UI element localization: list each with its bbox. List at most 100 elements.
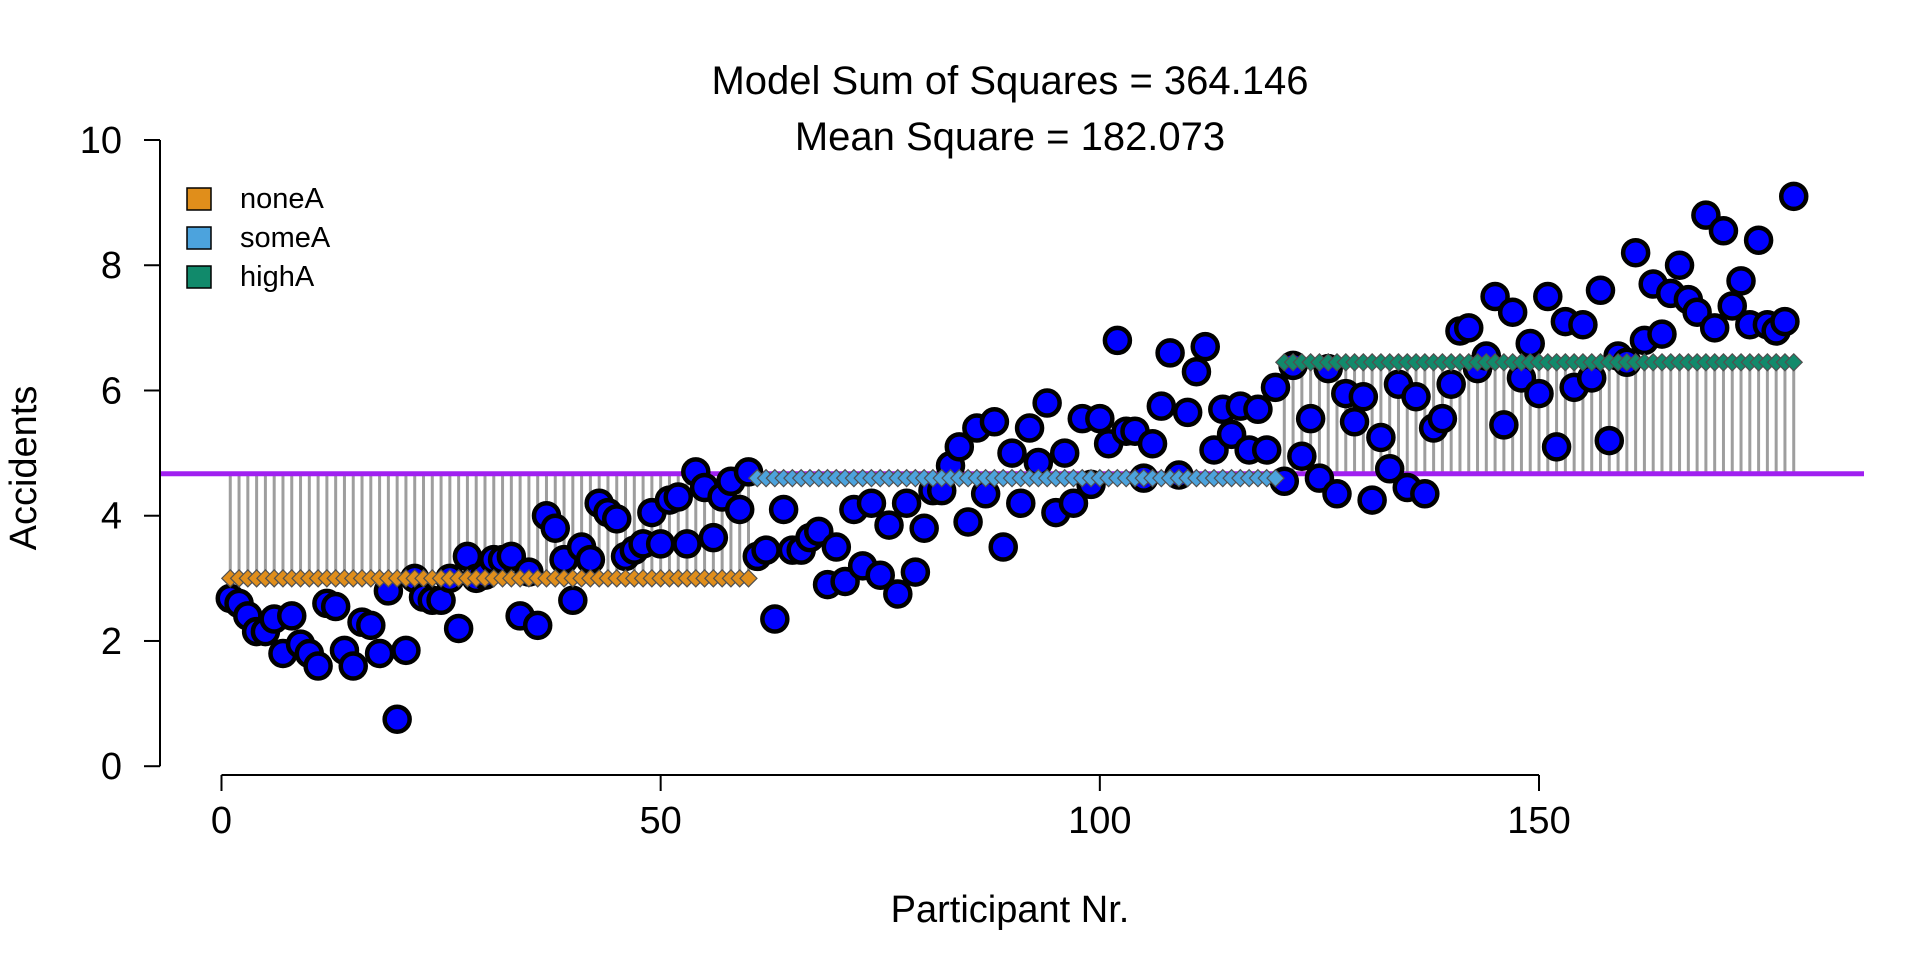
data-point — [364, 638, 395, 669]
data-point — [1243, 394, 1273, 425]
data-point — [1585, 275, 1616, 306]
data-point — [1541, 432, 1572, 462]
data-point — [1190, 331, 1220, 362]
data-point — [760, 604, 790, 634]
data-point — [382, 704, 412, 734]
data-point — [443, 613, 474, 644]
data-point — [1322, 479, 1352, 509]
legend-swatch — [186, 226, 212, 250]
data-point — [1568, 309, 1598, 340]
data-point — [1778, 181, 1809, 212]
data-point — [1251, 435, 1282, 465]
data-point — [891, 488, 922, 518]
data-point — [1032, 388, 1062, 418]
data-point — [320, 591, 351, 622]
chart-title-line2: Mean Square = 182.073 — [795, 115, 1225, 159]
data-point — [865, 560, 895, 590]
data-point — [1436, 369, 1466, 399]
data-point — [1401, 381, 1431, 412]
data-point — [1489, 410, 1519, 440]
data-point — [909, 513, 939, 544]
data-point — [821, 532, 852, 562]
data-point — [768, 494, 799, 525]
data-point — [1717, 291, 1747, 321]
data-point — [900, 557, 931, 587]
data-point — [303, 651, 333, 681]
data-point — [1172, 397, 1203, 428]
data-point — [1770, 306, 1800, 337]
data-point — [1348, 381, 1379, 412]
legend-swatch — [186, 265, 212, 289]
data-point — [1647, 319, 1677, 349]
y-axis-label: Accidents — [3, 386, 45, 551]
data-point — [522, 610, 553, 641]
data-point — [1014, 413, 1045, 443]
data-point — [1137, 428, 1168, 459]
data-point — [1058, 488, 1089, 518]
data-point — [979, 407, 1010, 437]
data-point — [540, 513, 571, 544]
data-point — [391, 635, 421, 666]
data-point — [1524, 378, 1554, 409]
data-point — [338, 651, 368, 681]
data-point — [1410, 479, 1440, 509]
data-point — [751, 535, 781, 565]
data-point — [356, 610, 386, 641]
group-mean-marker — [739, 569, 758, 588]
group-mean-marker — [1266, 468, 1285, 488]
data-point — [1453, 313, 1484, 343]
data-point — [874, 510, 904, 540]
y-tick-label: 10 — [80, 120, 122, 162]
data-point — [1374, 454, 1405, 484]
legend-label: noneA — [240, 183, 325, 215]
data-point — [601, 504, 632, 534]
legend-swatch — [186, 187, 212, 211]
data-point — [944, 432, 975, 462]
data-point — [558, 585, 588, 616]
data-point — [1743, 225, 1774, 255]
data-point — [1006, 488, 1036, 518]
legend-label: someA — [240, 222, 331, 254]
x-axis-label: Participant Nr. — [891, 889, 1130, 931]
data-point — [1287, 441, 1317, 471]
x-tick-label: 150 — [1507, 800, 1570, 842]
data-point — [1339, 407, 1370, 437]
legend: noneA someA highA — [186, 183, 331, 293]
data-point — [1102, 325, 1133, 356]
data-point — [698, 522, 729, 553]
data-point — [1181, 356, 1212, 387]
data-point — [1708, 216, 1739, 246]
axes: 0 50 100 150 0 2 4 6 8 10 — [80, 120, 1571, 842]
data-point — [1085, 403, 1115, 434]
data-point — [277, 601, 307, 631]
data-point — [1366, 422, 1396, 453]
data-point — [1497, 297, 1528, 327]
data-point — [1726, 266, 1756, 296]
data-point — [1664, 250, 1695, 280]
data-point — [1155, 338, 1185, 368]
x-tick-label: 0 — [211, 800, 232, 842]
data-point — [1146, 391, 1177, 421]
data-point — [1357, 485, 1387, 515]
data-point — [1533, 281, 1563, 312]
data-point — [672, 529, 702, 559]
data-point — [645, 529, 676, 559]
y-tick-label: 8 — [101, 245, 122, 287]
data-point — [1427, 403, 1458, 434]
data-point — [997, 438, 1027, 468]
data-point — [1699, 313, 1730, 343]
data-point — [1260, 372, 1291, 403]
data-point — [988, 532, 1018, 562]
data-point — [575, 544, 606, 575]
group-mean-marker — [1784, 352, 1804, 372]
data-point — [883, 579, 913, 609]
y-tick-label: 2 — [101, 621, 122, 663]
x-tick-label: 100 — [1068, 800, 1131, 842]
x-tick-label: 50 — [640, 800, 682, 842]
y-tick-label: 6 — [101, 370, 122, 412]
data-point — [1049, 438, 1080, 468]
plot-area — [160, 181, 1864, 734]
data-point — [1620, 237, 1651, 268]
data-point — [663, 482, 693, 512]
